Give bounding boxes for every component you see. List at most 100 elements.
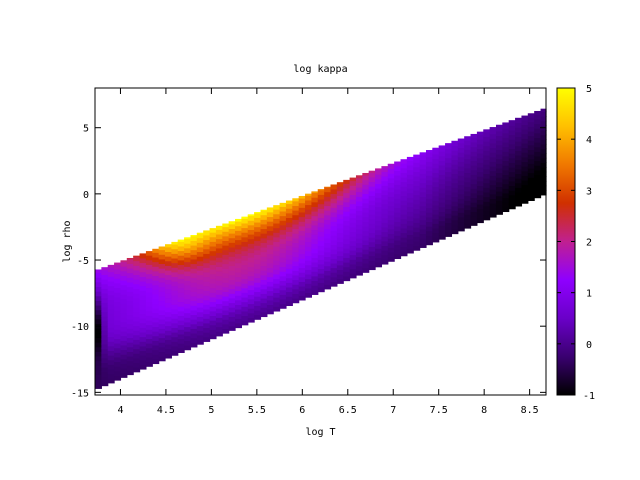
heatmap-cell [381, 185, 389, 191]
heatmap-cell [457, 198, 465, 204]
heatmap-cell [400, 195, 408, 201]
heatmap-cell [375, 238, 383, 245]
heatmap-cell [279, 280, 287, 286]
heatmap-cell [95, 355, 102, 362]
heatmap-cell [464, 140, 472, 146]
heatmap-cell [139, 331, 147, 338]
heatmap-cell [438, 151, 446, 157]
heatmap-cell [317, 245, 325, 251]
heatmap-cell [394, 239, 402, 246]
heatmap-cell [196, 334, 204, 341]
heatmap-cell [349, 231, 357, 237]
heatmap-cell [196, 246, 204, 253]
heatmap-cell [400, 204, 408, 210]
heatmap-cell [330, 188, 338, 195]
heatmap-cell [228, 270, 236, 276]
heatmap-cell [279, 261, 287, 268]
heatmap-cell [190, 291, 198, 297]
heatmap-cell [483, 129, 491, 133]
heatmap-cell [438, 160, 446, 166]
heatmap-cell [273, 278, 281, 284]
heatmap-cell [177, 245, 185, 252]
heatmap-cell [330, 239, 338, 245]
heatmap-cell [260, 279, 268, 285]
heatmap-cell [260, 260, 268, 267]
heatmap-cell [502, 155, 510, 162]
heatmap-cell [368, 181, 376, 187]
heatmap-cell [349, 263, 357, 270]
heatmap-cell [101, 279, 109, 285]
heatmap-cell [165, 246, 172, 252]
heatmap-cell [489, 193, 497, 200]
heatmap-cell [451, 228, 459, 235]
heatmap-cell [203, 234, 211, 241]
heatmap-cell [394, 202, 402, 209]
heatmap-cell [324, 196, 332, 202]
heatmap-cell [235, 271, 242, 278]
heatmap-cell [165, 244, 172, 248]
heatmap-cell [158, 281, 166, 288]
heatmap-cell [133, 283, 141, 289]
heatmap-cell [413, 199, 421, 205]
heatmap-cell [375, 169, 383, 175]
heatmap-cell [495, 167, 503, 174]
heatmap-cell [425, 212, 433, 218]
heatmap-cell [445, 199, 453, 205]
heatmap-cell [470, 160, 478, 166]
heatmap-cell [343, 183, 351, 189]
heatmap-cell [521, 156, 529, 163]
heatmap-cell [343, 262, 351, 268]
heatmap-cell [190, 300, 198, 306]
heatmap-cell [515, 196, 523, 202]
heatmap-cell [177, 301, 185, 307]
heatmap-cell [241, 232, 249, 238]
heatmap-cell [432, 232, 440, 238]
heatmap-cell [279, 215, 287, 221]
heatmap-cell [292, 279, 300, 285]
heatmap-cell [483, 191, 491, 198]
heatmap-cell [400, 237, 408, 243]
heatmap-cell [133, 274, 141, 280]
heatmap-cell [133, 279, 141, 285]
heatmap-cell [375, 211, 383, 217]
heatmap-cell [330, 211, 338, 218]
heatmap-cell [184, 280, 192, 286]
heatmap-cell [107, 359, 115, 365]
heatmap-cell [464, 177, 472, 183]
heatmap-cell [266, 253, 274, 259]
heatmap-cell [508, 120, 516, 122]
heatmap-cell [215, 326, 223, 332]
heatmap-cell [158, 295, 166, 302]
heatmap-cell [145, 361, 153, 367]
heatmap-cell [362, 230, 370, 236]
heatmap-cell [215, 238, 223, 244]
heatmap-cell [451, 219, 459, 225]
heatmap-cell [260, 219, 268, 225]
heatmap-cell [95, 346, 102, 352]
heatmap-cell [305, 250, 312, 257]
heatmap-cell [362, 225, 370, 232]
heatmap-cell [165, 334, 172, 340]
heatmap-cell [120, 275, 128, 281]
heatmap-cell [317, 273, 325, 279]
heatmap-cell [343, 224, 351, 231]
heatmap-cell [247, 261, 255, 268]
heatmap-cell [324, 270, 332, 276]
heatmap-cell [394, 175, 402, 181]
heatmap-cell [171, 350, 179, 356]
heatmap-cell [515, 178, 523, 184]
heatmap-cell [317, 217, 325, 223]
heatmap-cell [355, 196, 363, 202]
heatmap-cell [95, 281, 102, 288]
heatmap-cell [215, 317, 223, 323]
heatmap-cell [171, 271, 179, 278]
heatmap-cell [260, 293, 268, 299]
heatmap-cell [451, 140, 459, 142]
heatmap-cell [184, 266, 192, 272]
heatmap-cell [190, 314, 198, 320]
heatmap-cell [152, 349, 160, 355]
heatmap-cell [298, 239, 306, 245]
heatmap-cell [451, 140, 459, 147]
heatmap-cell [285, 286, 293, 293]
heatmap-cell [400, 200, 408, 206]
